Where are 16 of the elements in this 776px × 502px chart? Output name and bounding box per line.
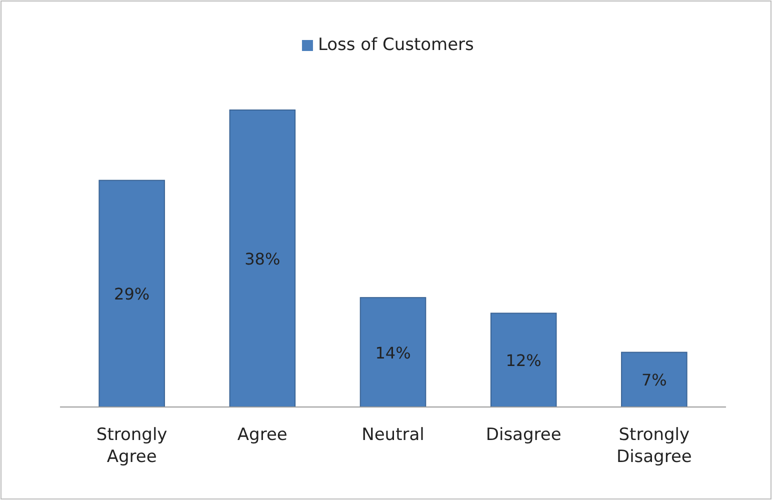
x-tick-label: Strongly Agree (96, 425, 168, 468)
x-tick-label: Strongly Disagree (616, 425, 692, 468)
bar (621, 352, 688, 408)
bar (98, 180, 165, 408)
data-label: 7% (641, 370, 667, 390)
data-label: 14% (375, 343, 411, 362)
x-tick-label: Agree (237, 425, 288, 446)
legend-label: Loss of Customers (318, 35, 474, 55)
data-label: 12% (506, 351, 542, 370)
x-tick-label: Disagree (486, 425, 562, 446)
bar (229, 110, 296, 408)
data-label: 38% (244, 250, 280, 268)
x-tick-label: Neutral (362, 425, 424, 446)
bar (490, 312, 557, 408)
data-label: 29% (114, 284, 150, 304)
bar (360, 297, 426, 408)
